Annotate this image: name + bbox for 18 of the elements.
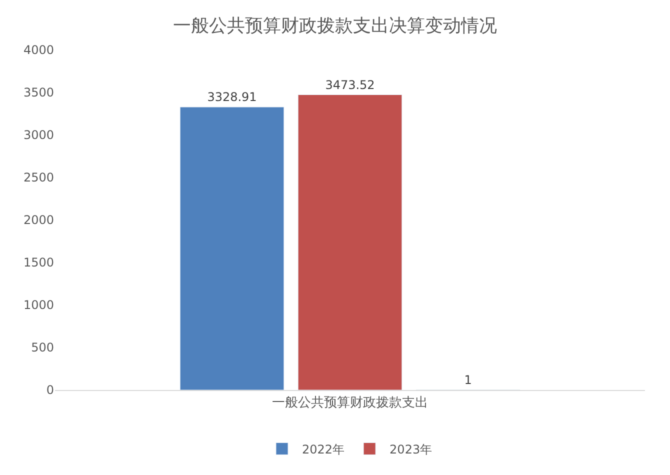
y-tick-label: 2500: [23, 170, 54, 185]
y-tick-label: 1500: [23, 256, 54, 270]
legend-label: 2022年: [302, 442, 345, 456]
y-tick-label: 0: [46, 383, 54, 398]
bar: [298, 94, 402, 390]
y-tick-label: 4000: [23, 43, 54, 58]
data-label: 3473.52: [325, 78, 375, 92]
legend-label: 2023年: [390, 442, 432, 456]
bar: [180, 106, 284, 390]
x-tick-label: 一般公共预算财政拨款支出: [272, 396, 428, 411]
data-label: 3328.91: [207, 90, 257, 104]
chart-title: 一般公共预算财政拨款支出决算变动情况: [173, 16, 497, 37]
data-label: 1: [464, 372, 472, 387]
y-tick-label: 1000: [23, 298, 54, 312]
y-tick-label: 2000: [23, 213, 54, 228]
y-tick-label: 3000: [23, 128, 54, 142]
y-tick-label: 3500: [23, 86, 54, 100]
y-tick-label: 500: [31, 340, 54, 355]
